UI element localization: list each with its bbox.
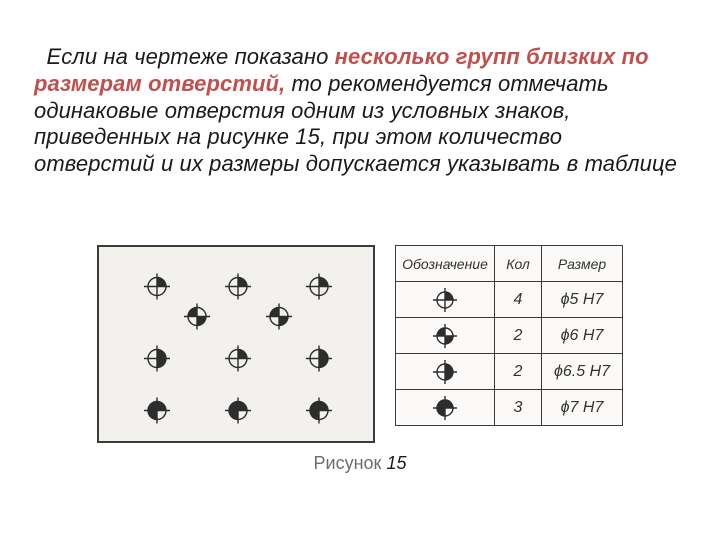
cell-symbol [396,354,495,390]
hole-symbol-icon [225,346,251,377]
cell-symbol [396,390,495,426]
cell-size: ϕ6 H7 [542,318,623,354]
cell-symbol [396,282,495,318]
cell-size: ϕ6.5 H7 [542,354,623,390]
hole-symbol-icon [225,398,251,429]
figure-area: Обозначение Кол Размер 4ϕ5 H72ϕ6 H72ϕ6.5… [0,245,720,540]
caption-label: Рисунок [314,453,382,473]
hole-symbol-icon [184,304,210,335]
table-row: 3ϕ7 H7 [396,390,623,426]
cell-count: 2 [495,354,542,390]
table-row: 4ϕ5 H7 [396,282,623,318]
col-header-designation: Обозначение [396,246,495,282]
slide: Если на чертеже показано несколько групп… [0,0,720,540]
hole-symbol-icon [266,304,292,335]
figure-caption: Рисунок 15 [314,453,407,474]
hole-symbol-icon [306,274,332,305]
table-header-row: Обозначение Кол Размер [396,246,623,282]
cell-count: 4 [495,282,542,318]
text-prefix: Если на чертеже показано [46,44,334,69]
hole-symbol-icon [225,274,251,305]
table-row: 2ϕ6.5 H7 [396,354,623,390]
hole-symbol-icon [306,346,332,377]
drawing-panel [97,245,375,443]
cell-count: 3 [495,390,542,426]
hole-table: Обозначение Кол Размер 4ϕ5 H72ϕ6 H72ϕ6.5… [395,245,623,426]
table-row: 2ϕ6 H7 [396,318,623,354]
figure-row: Обозначение Кол Размер 4ϕ5 H72ϕ6 H72ϕ6.5… [97,245,623,443]
cell-size: ϕ5 H7 [542,282,623,318]
cell-count: 2 [495,318,542,354]
col-header-size: Размер [542,246,623,282]
body-paragraph: Если на чертеже показано несколько групп… [34,44,686,178]
col-header-count: Кол [495,246,542,282]
cell-symbol [396,318,495,354]
caption-number: 15 [386,453,406,473]
hole-symbol-icon [144,398,170,429]
hole-symbol-icon [144,346,170,377]
cell-size: ϕ7 H7 [542,390,623,426]
hole-symbol-icon [144,274,170,305]
hole-symbol-icon [306,398,332,429]
